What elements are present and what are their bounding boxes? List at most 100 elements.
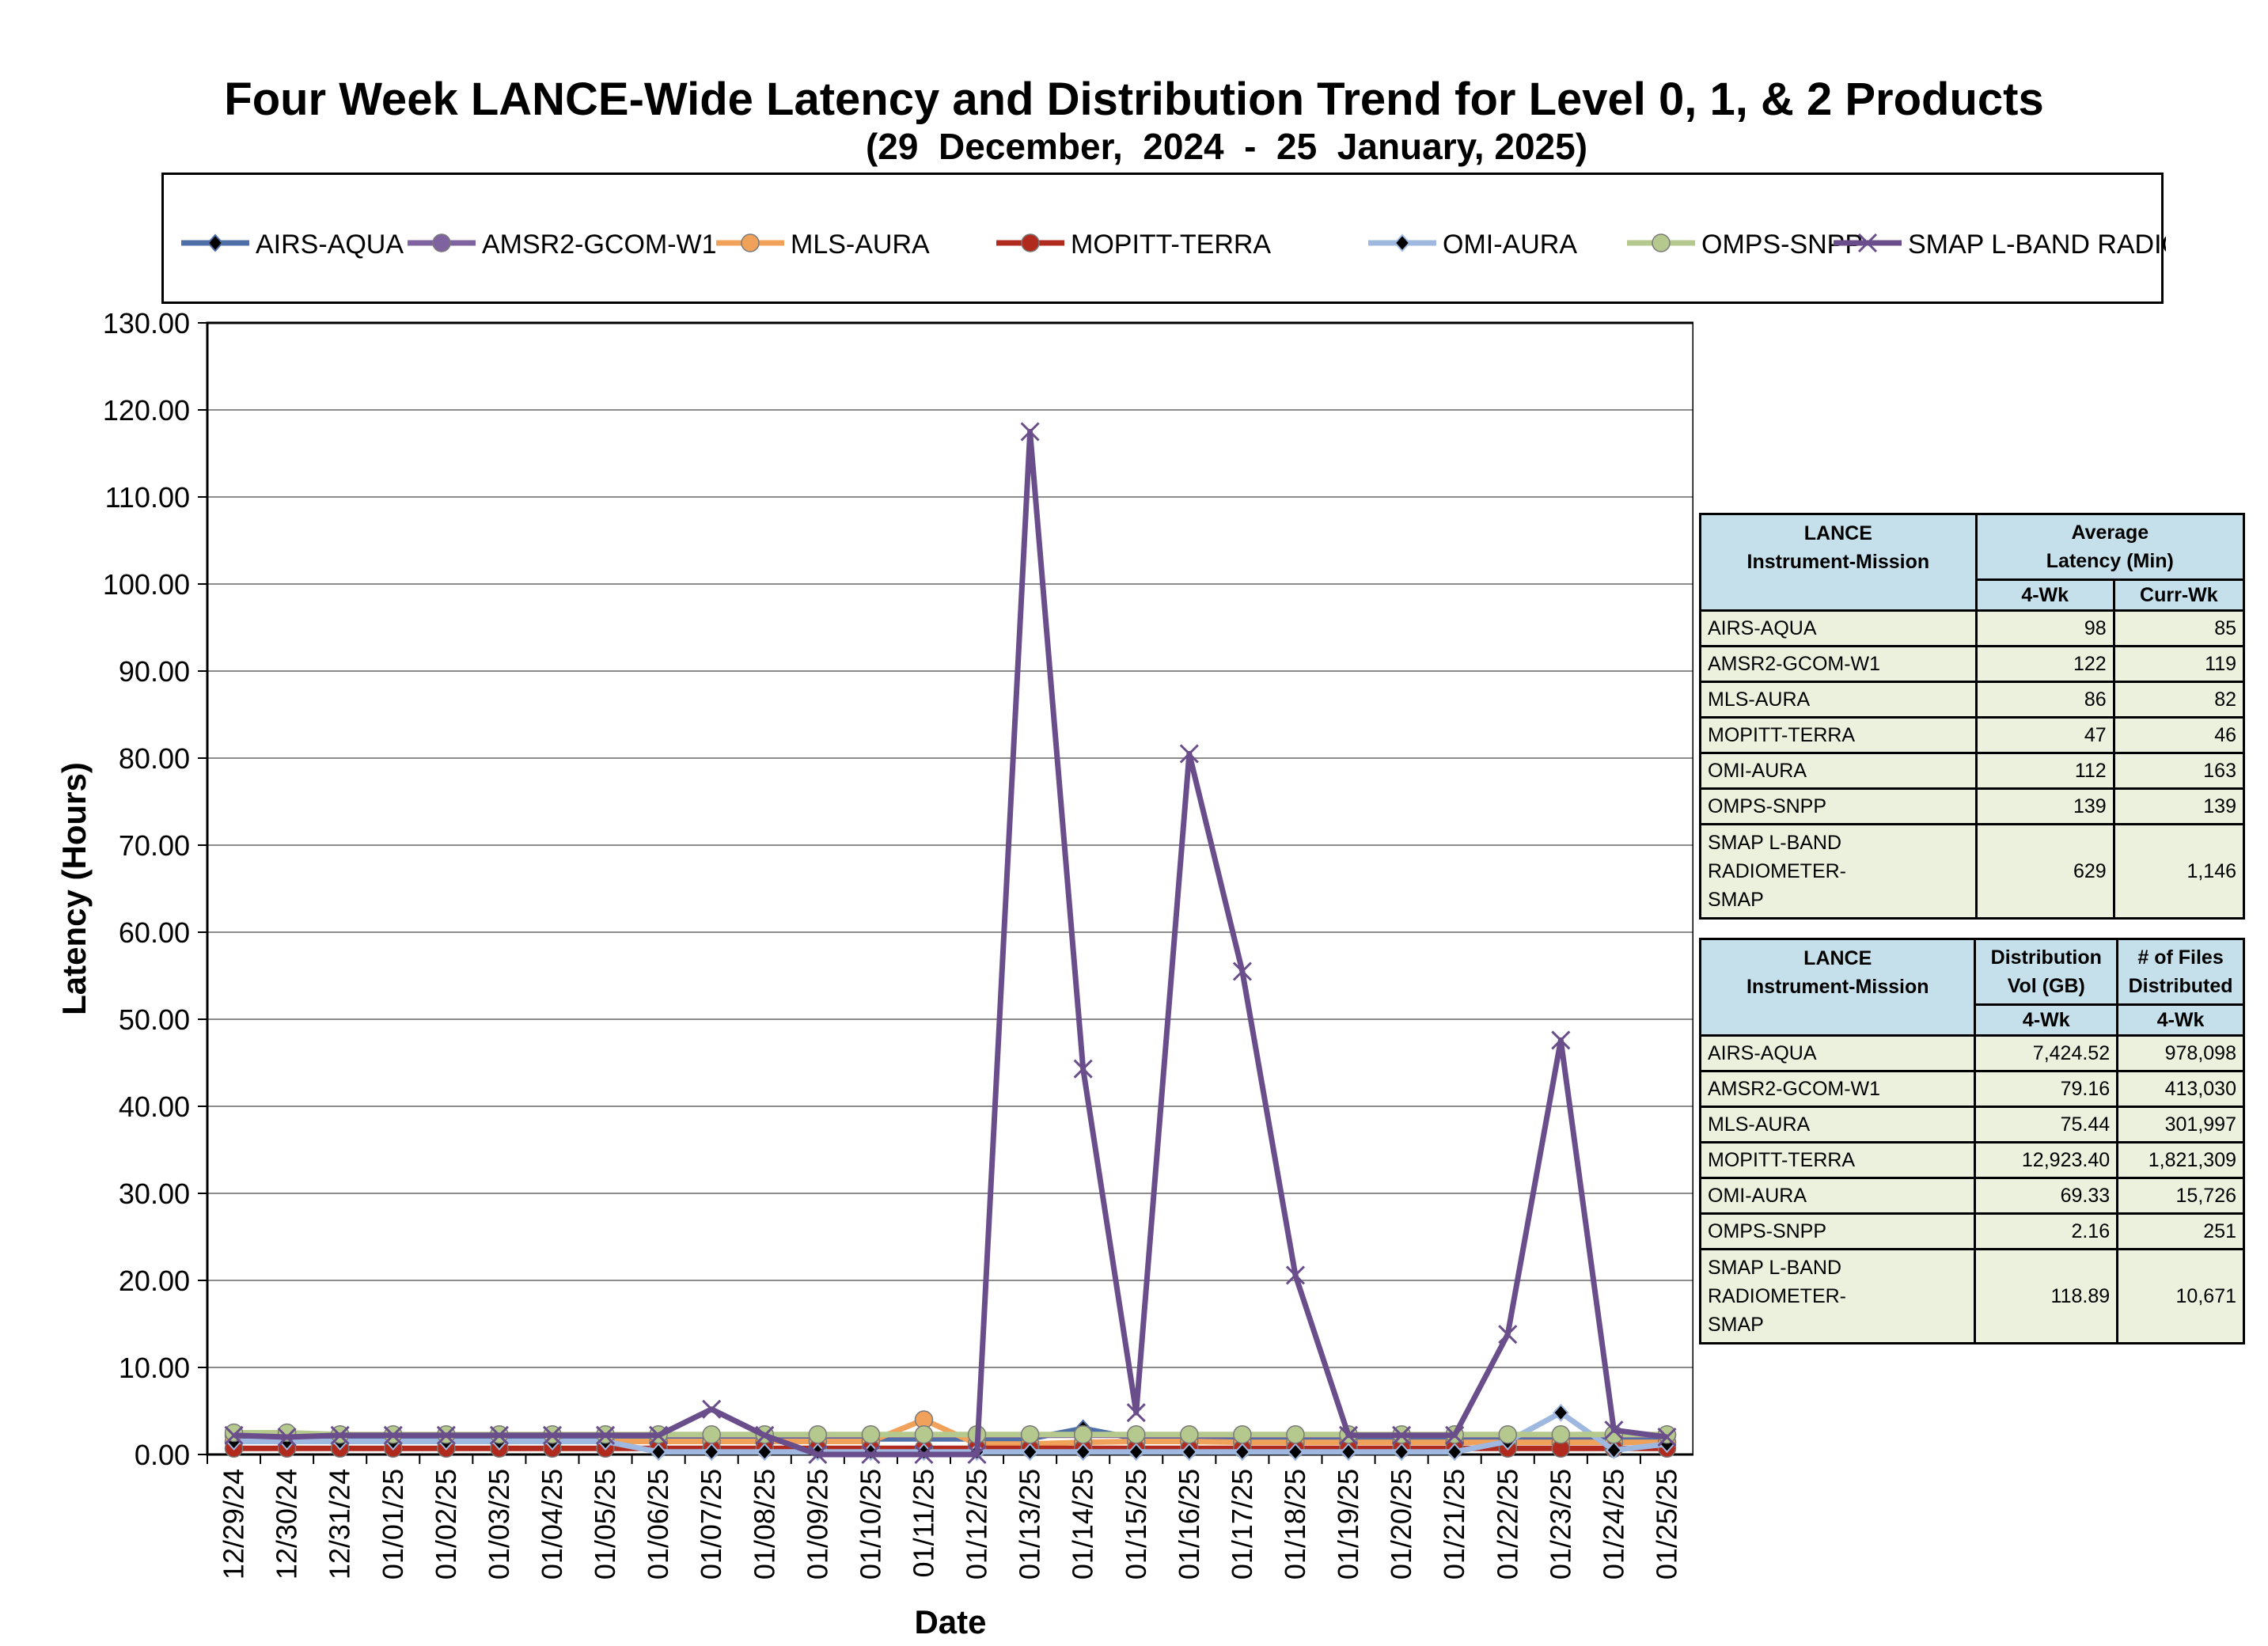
x-tick-label: 01/20/25 bbox=[1385, 1469, 1417, 1580]
distribution-table-body: AIRS-AQUA 7,424.52 978,098 AMSR2-GCOM-W1 79.… bbox=[1698, 1034, 2245, 1250]
x-tick-label: 01/10/25 bbox=[854, 1469, 886, 1580]
distribution-table-cell-name: AIRS-AQUA bbox=[1698, 1034, 1977, 1072]
y-tick-label: 100.00 bbox=[103, 568, 190, 601]
x-tick-label: 01/01/25 bbox=[377, 1469, 409, 1580]
chart-legend: AIRS-AQUA AMSR2-GCOM-W1 MLS-AURA MOPITT-TER… bbox=[161, 173, 2166, 304]
data-point bbox=[1128, 1443, 1145, 1462]
distribution-table-row: MOPITT-TERRA 12,923.40 1,821,309 bbox=[1698, 1141, 2245, 1179]
distribution-table-cell-value-b: 413,030 bbox=[2116, 1070, 2245, 1108]
latency-table-cell-name: AIRS-AQUA bbox=[1699, 609, 1978, 647]
data-point bbox=[489, 1425, 509, 1445]
latency-table: LANCE Instrument-Mission Average Latency (… bbox=[1699, 513, 2246, 920]
data-point bbox=[1287, 1443, 1304, 1462]
latency-table-cell-value-a: 86 bbox=[1974, 681, 2115, 719]
distribution-table-header-files: # of Files Distributed bbox=[2116, 938, 2245, 1005]
data-point bbox=[224, 1425, 244, 1445]
latency-table-cell-name: MOPITT-TERRA bbox=[1699, 716, 1978, 754]
data-point bbox=[1338, 1425, 1359, 1445]
data-point bbox=[1127, 1424, 1146, 1444]
x-tick-label: 01/13/25 bbox=[1014, 1469, 1046, 1580]
y-tick-label: 10.00 bbox=[119, 1352, 190, 1384]
distribution-table-row: AMSR2-GCOM-W1 79.16 413,030 bbox=[1698, 1070, 2245, 1108]
plot-frame bbox=[206, 321, 1693, 1456]
latency-table-row: AMSR2-GCOM-W1 122 119 bbox=[1699, 645, 2246, 683]
data-point bbox=[861, 1444, 881, 1465]
latency-table-cell-value-a: 112 bbox=[1974, 752, 2115, 790]
data-point bbox=[224, 1423, 244, 1443]
y-tick-label: 20.00 bbox=[119, 1265, 190, 1297]
data-point bbox=[277, 1427, 297, 1447]
distribution-table-subheader-blank bbox=[1698, 1004, 1977, 1037]
distribution-table-cell-value-b: 978,098 bbox=[2116, 1034, 2245, 1072]
data-point bbox=[1020, 1424, 1040, 1444]
x-tick-label: 01/11/25 bbox=[907, 1469, 939, 1577]
legend-entry: MOPITT-TERRA bbox=[996, 229, 1271, 260]
latency-table-row: MLS-AURA 86 82 bbox=[1699, 681, 2246, 719]
data-point bbox=[1393, 1443, 1410, 1462]
distribution-table-cell-name: OMPS-SNPP bbox=[1698, 1212, 1977, 1250]
x-tick-label: 01/07/25 bbox=[695, 1469, 727, 1580]
data-point bbox=[808, 1444, 828, 1465]
data-point bbox=[1340, 1443, 1357, 1462]
latency-line-chart: 0.00 10.00 20.00 30.00 40.00 50.00 60.00 70.00 8… bbox=[55, 307, 1693, 1640]
data-point bbox=[1552, 1403, 1569, 1422]
distribution-table: LANCE Instrument-Mission Distribution Vol … bbox=[1698, 938, 2245, 1344]
latency-table-row-smap-name: SMAP L-BAND RADIOMETER- SMAP bbox=[1699, 823, 1978, 920]
distribution-table-cell-value-b: 251 bbox=[2116, 1212, 2245, 1250]
data-point bbox=[967, 1444, 987, 1465]
latency-table-subheader-currwk: Curr-Wk bbox=[2112, 578, 2246, 612]
legend-entry: AIRS-AQUA bbox=[181, 229, 404, 260]
x-tick-label: 01/16/25 bbox=[1173, 1469, 1205, 1580]
x-tick-label: 01/04/25 bbox=[536, 1469, 568, 1580]
x-tick-label: 01/23/25 bbox=[1544, 1469, 1576, 1580]
latency-table-cell-name: MLS-AURA bbox=[1699, 681, 1978, 719]
distribution-table-cell-name: MLS-AURA bbox=[1698, 1106, 1977, 1143]
latency-table-cell-value-a: 47 bbox=[1974, 716, 2115, 754]
y-tick-label: 120.00 bbox=[103, 394, 190, 427]
legend-label: MLS-AURA bbox=[791, 229, 930, 260]
y-tick-label: 30.00 bbox=[119, 1178, 190, 1210]
data-point bbox=[861, 1424, 881, 1444]
distribution-table-row: AIRS-AQUA 7,424.52 978,098 bbox=[1698, 1034, 2245, 1072]
x-tick-label: 12/29/24 bbox=[218, 1469, 250, 1580]
x-tick-label: 01/22/25 bbox=[1491, 1469, 1523, 1580]
data-point bbox=[1446, 1443, 1463, 1462]
distribution-table-cell-value-a: 2.16 bbox=[1974, 1212, 2119, 1250]
x-tick-label: 01/08/25 bbox=[748, 1469, 780, 1580]
x-tick-label: 01/05/25 bbox=[589, 1469, 621, 1580]
data-point bbox=[1285, 1265, 1306, 1285]
legend-label: AIRS-AQUA bbox=[256, 229, 404, 260]
y-tick-label: 90.00 bbox=[119, 655, 190, 688]
legend-swatch-marker bbox=[1394, 233, 1411, 252]
latency-table-cell-value-b: 163 bbox=[2112, 752, 2246, 790]
legend-label: OMI-AURA bbox=[1443, 229, 1577, 260]
distribution-table-cell-value-a: 79.16 bbox=[1974, 1070, 2119, 1108]
distribution-table-cell-value-a: 75.44 bbox=[1974, 1106, 2119, 1143]
data-point bbox=[1604, 1420, 1624, 1440]
data-point bbox=[808, 1424, 828, 1444]
distribution-table-header-instrument: LANCE Instrument-Mission bbox=[1698, 938, 1977, 1005]
data-point bbox=[1022, 1443, 1038, 1462]
latency-table-subheader-blank bbox=[1699, 579, 1978, 612]
distribution-table-cell-value-a: 12,923.40 bbox=[1974, 1141, 2119, 1179]
distribution-table-cell-value-b: 15,726 bbox=[2116, 1177, 2245, 1215]
latency-table-header-instrument: LANCE Instrument-Mission bbox=[1699, 513, 1978, 580]
data-point bbox=[914, 1424, 934, 1444]
distribution-table-row: MLS-AURA 75.44 301,997 bbox=[1698, 1106, 2245, 1143]
series-line bbox=[233, 429, 1667, 1458]
latency-table-row-smap-currwk: 1,146 bbox=[2112, 823, 2246, 920]
x-tick-label: 01/09/25 bbox=[801, 1469, 833, 1580]
legend-swatch-marker bbox=[1857, 233, 1878, 253]
data-point bbox=[1551, 1424, 1571, 1444]
data-point bbox=[1498, 1325, 1518, 1344]
y-tick-label: 50.00 bbox=[119, 1003, 190, 1036]
distribution-table-row-smap-name: SMAP L-BAND RADIOMETER- SMAP bbox=[1698, 1248, 1977, 1344]
legend-swatch-marker bbox=[207, 233, 224, 252]
data-point bbox=[703, 1443, 720, 1462]
data-point bbox=[1181, 1443, 1198, 1462]
data-point bbox=[1180, 1424, 1199, 1444]
x-tick-label: 12/30/24 bbox=[271, 1469, 303, 1580]
distribution-table-row-smap-files: 10,671 bbox=[2116, 1248, 2245, 1344]
x-tick-label: 01/12/25 bbox=[961, 1469, 993, 1580]
data-point bbox=[1179, 744, 1199, 764]
